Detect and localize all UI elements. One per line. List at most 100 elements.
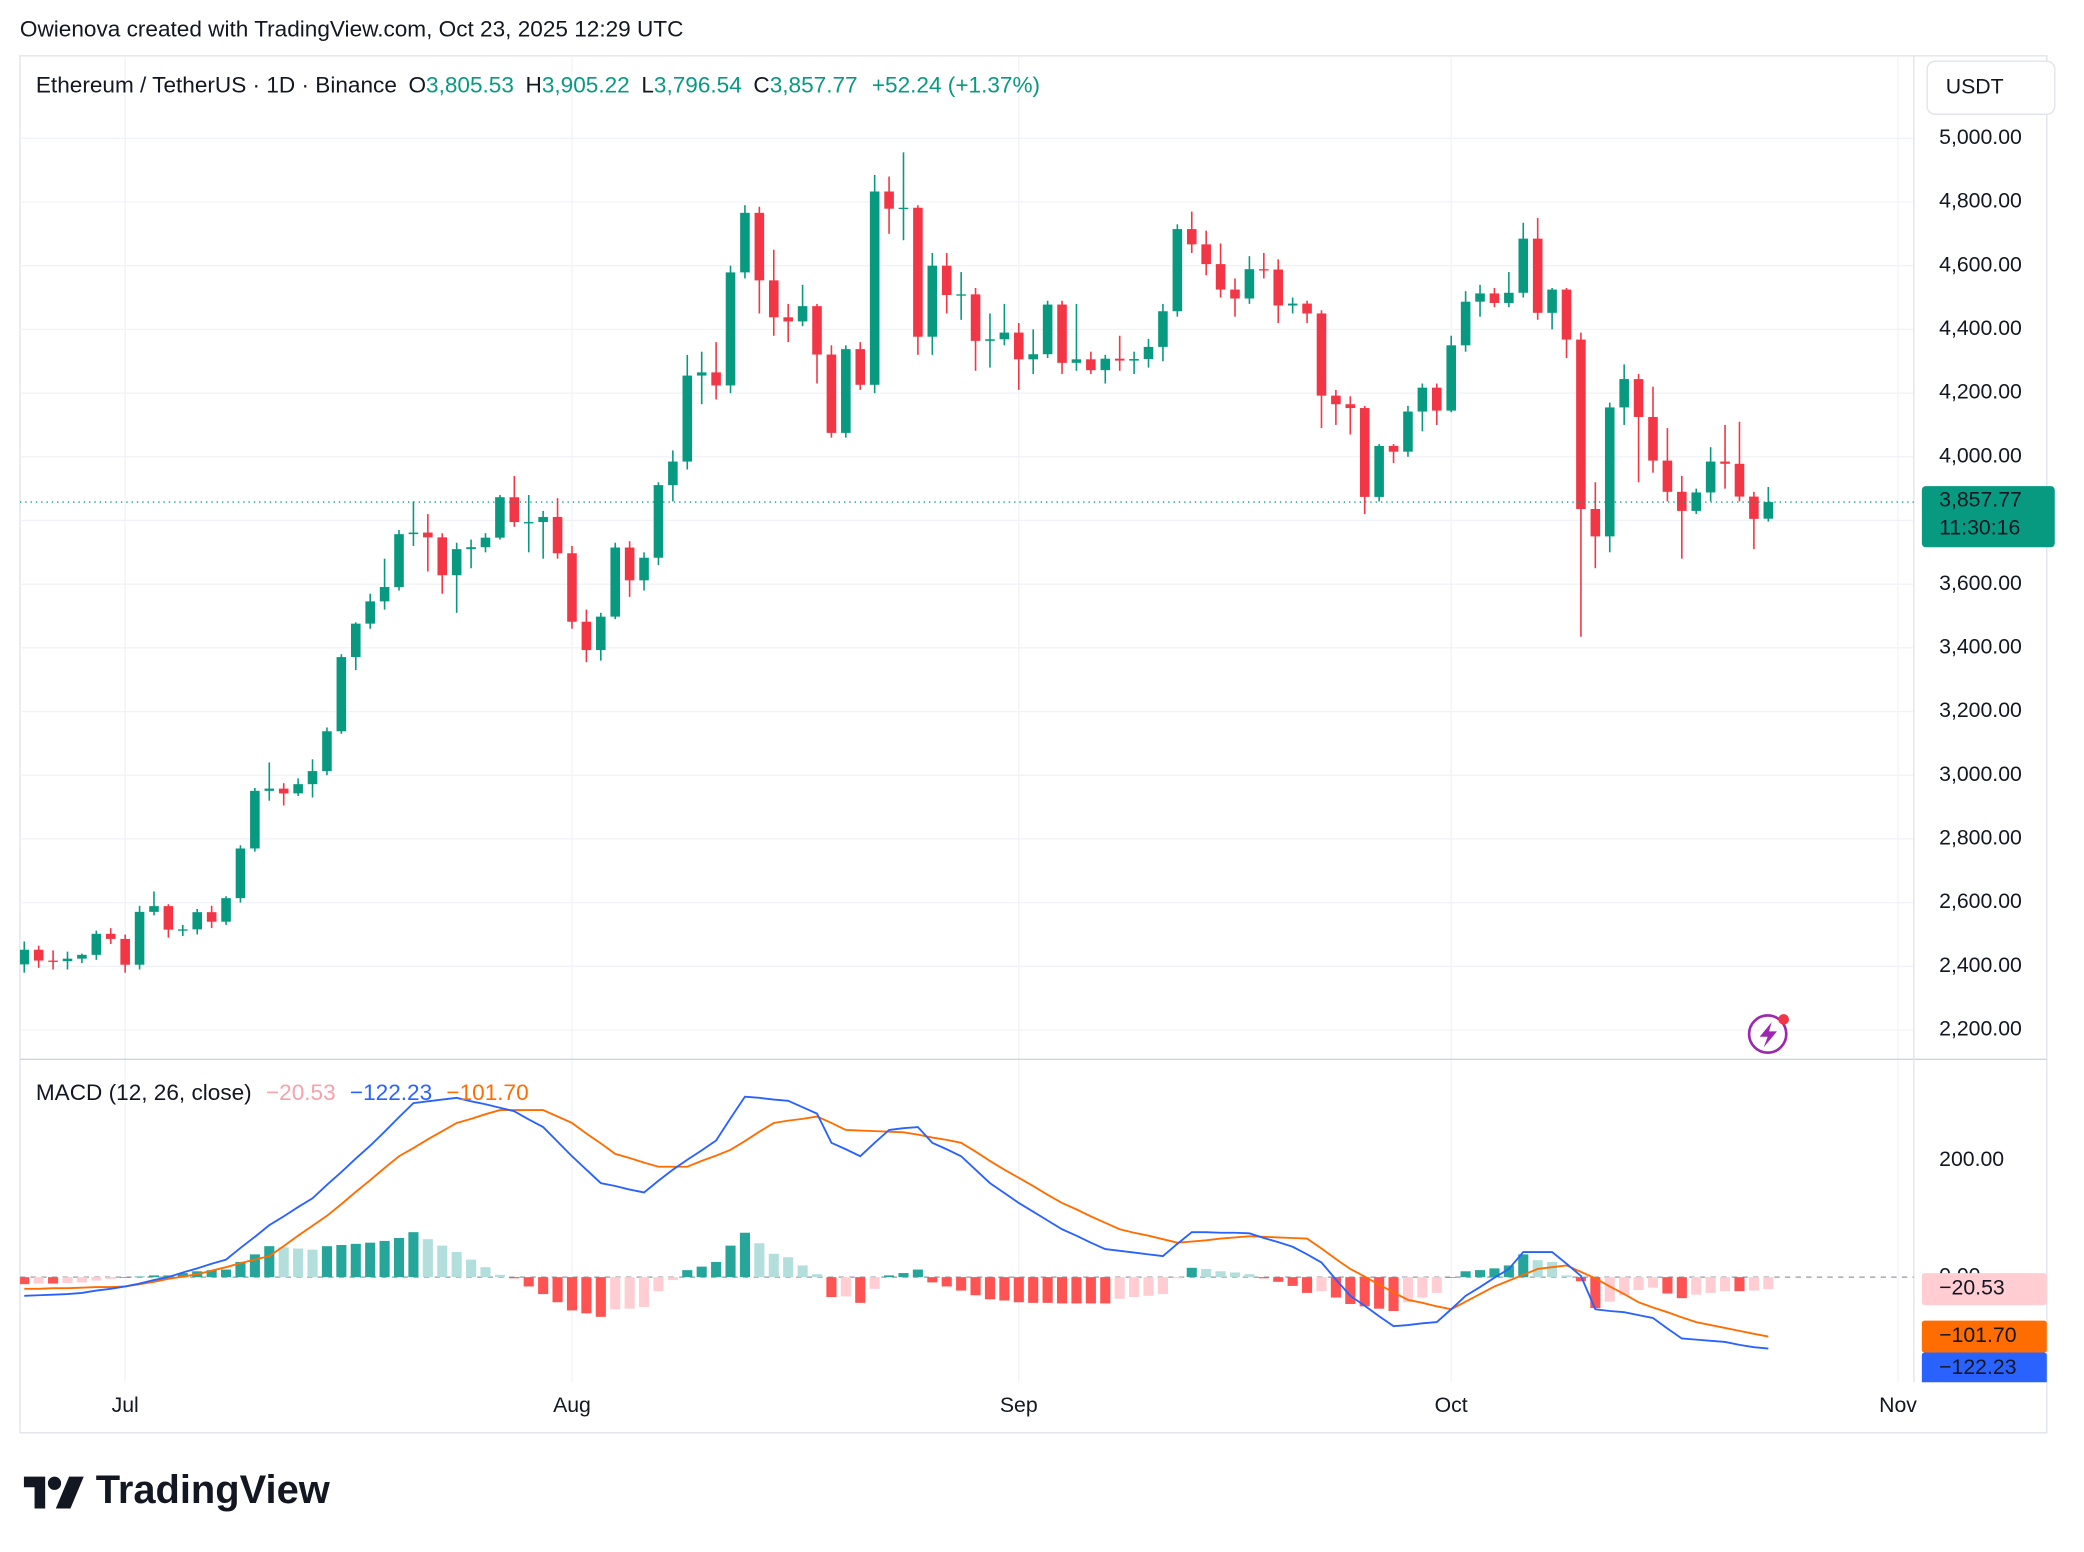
candle-body bbox=[1388, 445, 1399, 452]
histogram-bar bbox=[667, 1277, 678, 1281]
histogram-bar bbox=[1201, 1268, 1212, 1278]
candle-body bbox=[163, 906, 174, 930]
histogram-bar bbox=[1518, 1254, 1529, 1278]
candle-body bbox=[1186, 229, 1197, 245]
histogram-bar bbox=[1662, 1277, 1673, 1294]
y-tick-label: 2,400.00 bbox=[1939, 953, 2022, 977]
candle-body bbox=[1114, 358, 1125, 361]
hist-value: −20.53 bbox=[266, 1080, 336, 1105]
candle-body bbox=[394, 534, 404, 588]
candle-body bbox=[1143, 346, 1154, 360]
candle-body bbox=[1633, 379, 1644, 417]
histogram-bar bbox=[1129, 1277, 1140, 1297]
grid bbox=[19, 55, 1914, 1383]
macd-line bbox=[24, 1095, 1769, 1350]
candle-body bbox=[423, 532, 433, 538]
histogram-bar bbox=[970, 1277, 981, 1296]
header-text: Owienova created with TradingView.com, O… bbox=[20, 17, 683, 42]
candle-body bbox=[1475, 293, 1485, 302]
candle-body bbox=[841, 349, 851, 433]
candle-body bbox=[1590, 509, 1601, 537]
histogram-bar bbox=[1647, 1277, 1659, 1288]
candle-body bbox=[250, 790, 260, 849]
histogram-bar bbox=[220, 1269, 232, 1278]
histogram-bar bbox=[1071, 1277, 1082, 1304]
candle-body bbox=[509, 497, 520, 523]
candle-body bbox=[1158, 311, 1168, 347]
alert-icon[interactable] bbox=[1747, 1014, 1789, 1054]
histogram-bar bbox=[1734, 1277, 1745, 1292]
candle-body bbox=[538, 516, 548, 523]
histogram-bar bbox=[494, 1274, 505, 1278]
macd-pane bbox=[19, 1095, 1914, 1350]
histogram-bar bbox=[1489, 1268, 1500, 1278]
candle-body bbox=[33, 949, 44, 961]
candle-body bbox=[826, 354, 837, 433]
candle-body bbox=[336, 657, 347, 732]
ohlc-value: 3,905.22 bbox=[542, 72, 630, 97]
histogram-bar bbox=[581, 1277, 592, 1314]
change-value: +52.24 (+1.37%) bbox=[872, 72, 1040, 97]
candle-body bbox=[379, 587, 390, 602]
histogram-bar bbox=[811, 1274, 823, 1278]
macd-legend: MACD (12, 26, close) −20.53 −122.23 −101… bbox=[36, 1080, 529, 1105]
candle-body bbox=[610, 547, 621, 617]
histogram-bar bbox=[105, 1277, 116, 1279]
candle-body bbox=[927, 265, 938, 337]
candle-body bbox=[1604, 407, 1615, 537]
candle-body bbox=[322, 731, 332, 772]
y-tick-label: 4,000.00 bbox=[1939, 443, 2022, 467]
histogram-bar bbox=[321, 1246, 332, 1278]
candle-body bbox=[567, 553, 577, 622]
histogram-bar bbox=[1013, 1277, 1024, 1303]
candle-body bbox=[1129, 359, 1139, 361]
candle-body bbox=[48, 960, 58, 962]
histogram-bar bbox=[797, 1265, 808, 1278]
histogram-bar bbox=[1085, 1277, 1096, 1304]
histogram-bar bbox=[682, 1270, 693, 1278]
histogram-bar bbox=[1676, 1277, 1687, 1299]
histogram-bar bbox=[408, 1232, 419, 1278]
histogram-bar bbox=[422, 1239, 433, 1278]
candle-body bbox=[970, 294, 981, 341]
candle-body bbox=[1403, 411, 1413, 452]
histogram-bar bbox=[1215, 1271, 1226, 1278]
y-tick-label: 200.00 bbox=[1939, 1147, 2004, 1171]
candle-body bbox=[1749, 496, 1759, 519]
ohlc-value: 3,805.53 bbox=[426, 72, 514, 97]
histogram-bar bbox=[451, 1252, 462, 1278]
histogram-bar bbox=[1705, 1277, 1716, 1293]
histogram-bar bbox=[638, 1277, 650, 1307]
candle-body bbox=[639, 557, 649, 581]
currency-button[interactable] bbox=[1926, 60, 2056, 115]
histogram-bar bbox=[1763, 1277, 1774, 1290]
histogram-bar bbox=[1186, 1267, 1197, 1278]
y-tick-label: 3,200.00 bbox=[1939, 698, 2022, 722]
candle-body bbox=[768, 280, 779, 318]
candle-body bbox=[884, 191, 894, 209]
y-tick-label: 2,200.00 bbox=[1939, 1017, 2022, 1041]
histogram-bar bbox=[249, 1254, 260, 1278]
histogram-bar bbox=[941, 1277, 952, 1287]
y-tick-label: 4,200.00 bbox=[1939, 380, 2022, 404]
candle-body bbox=[1662, 460, 1673, 492]
candle-body bbox=[350, 623, 361, 658]
candle-body bbox=[913, 207, 923, 337]
histogram-bar bbox=[1244, 1274, 1255, 1278]
candle-body bbox=[1532, 238, 1543, 313]
histogram-bar bbox=[1561, 1275, 1572, 1278]
histogram-bar bbox=[538, 1277, 549, 1295]
axes: Jul Aug Sep Oct Nov 2,200.00 2,400.00 2,600.00 2… bbox=[112, 125, 2055, 1417]
candle-body bbox=[682, 375, 693, 462]
y-tick-label: 4,400.00 bbox=[1939, 316, 2022, 340]
currency-label[interactable]: USDT bbox=[1946, 74, 2004, 98]
histogram-bar bbox=[523, 1277, 534, 1287]
histogram-bar bbox=[1258, 1277, 1269, 1279]
candle-body bbox=[62, 958, 73, 962]
macd-tag-label: −122.23 bbox=[1939, 1355, 2016, 1379]
histogram-bar bbox=[293, 1248, 304, 1278]
y-tick-label: 4,600.00 bbox=[1939, 252, 2022, 276]
histogram-bar bbox=[278, 1247, 289, 1278]
